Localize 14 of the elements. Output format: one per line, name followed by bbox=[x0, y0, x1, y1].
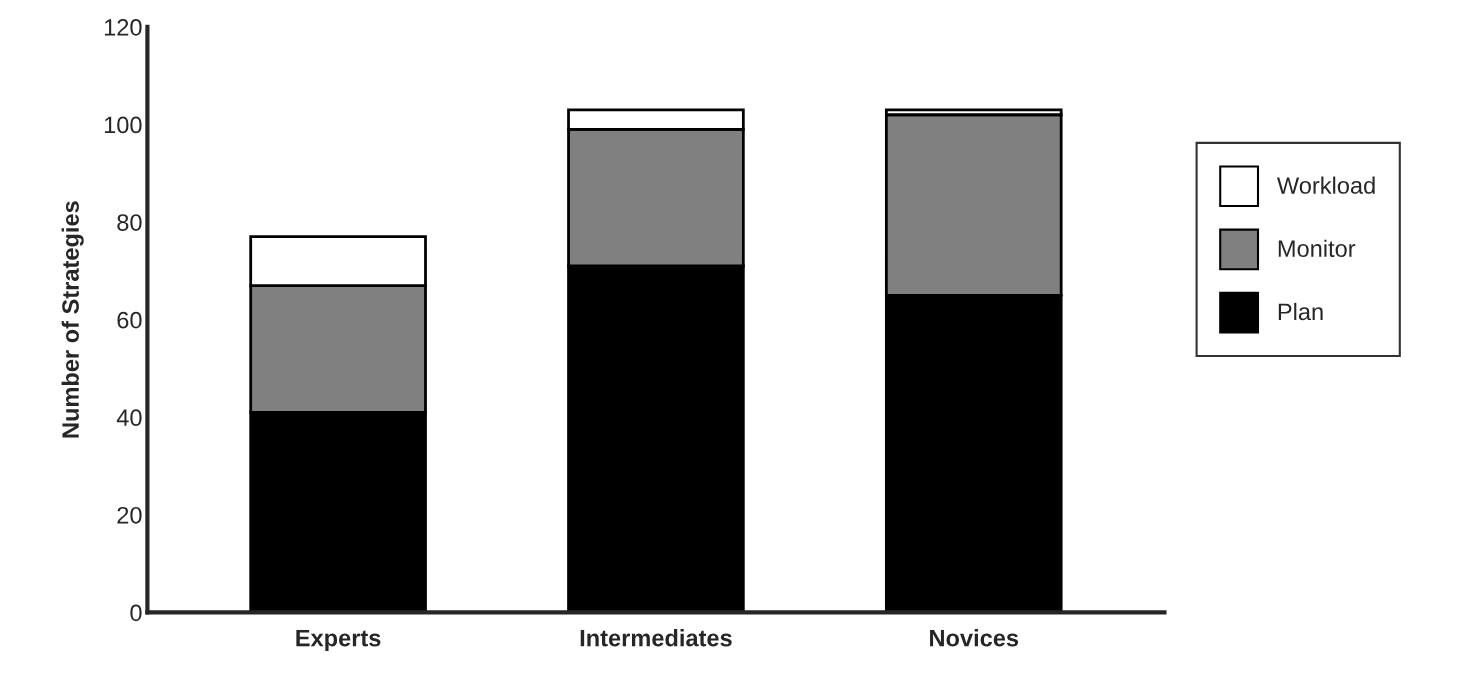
legend-label: Workload bbox=[1276, 176, 1375, 194]
x-tick-label: Intermediates bbox=[580, 629, 732, 647]
y-tick-label: 80 bbox=[117, 214, 142, 231]
y-tick-label: 120 bbox=[104, 18, 142, 36]
legend-label: Monitor bbox=[1278, 239, 1356, 258]
x-tick-label: Novices bbox=[930, 629, 1019, 647]
y-tick-label: 100 bbox=[104, 116, 142, 134]
y-tick-label: 40 bbox=[116, 409, 142, 427]
y-tick-label: 20 bbox=[117, 506, 142, 524]
x-tick-label: Experts bbox=[296, 629, 381, 652]
legend-label: Plan bbox=[1278, 302, 1323, 321]
y-tick-label: 0 bbox=[130, 604, 142, 622]
y-axis-title: Number of Strategies bbox=[61, 201, 84, 438]
y-tick-label: 60 bbox=[117, 311, 142, 329]
